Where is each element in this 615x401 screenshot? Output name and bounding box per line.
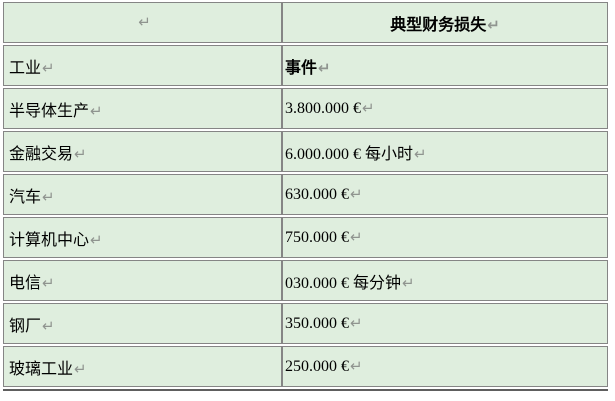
table-row: 金融交易↵ 6.000.000 € 每小时↵ (3, 131, 608, 172)
table-row: 玻璃工业↵ 250.000 €↵ (3, 346, 608, 387)
industry-label: 半导体生产 (9, 102, 90, 120)
header-title-cell: 典型财务损失↵ (282, 2, 608, 43)
return-mark-icon: ↵ (350, 185, 363, 203)
return-mark-icon: ↵ (90, 101, 103, 120)
industry-cell: 钢厂↵ (3, 303, 282, 344)
loss-cell: 750.000 €↵ (282, 217, 608, 258)
return-mark-icon: ↵ (42, 58, 55, 77)
return-mark-icon: ↵ (318, 58, 331, 77)
industry-label: 汽车 (9, 188, 42, 206)
loss-value: 750.000 € (285, 229, 349, 246)
industry-label: 玻璃工业 (9, 360, 74, 378)
industry-cell: 计算机中心↵ (3, 217, 282, 258)
return-mark-icon: ↵ (74, 359, 87, 378)
loss-cell: 3.800.000 €↵ (282, 88, 608, 129)
return-mark-icon: ↵ (402, 273, 415, 292)
loss-value: 630.000 € (285, 186, 349, 203)
return-mark-icon: ↵ (350, 228, 363, 246)
return-mark-icon: ↵ (138, 13, 151, 31)
loss-value: 6.000.000 € 每小时 (285, 145, 414, 163)
loss-cell: 030.000 € 每分钟↵ (282, 260, 608, 301)
loss-value: 3.800.000 € (285, 100, 361, 117)
loss-value: 250.000 € (285, 358, 349, 375)
return-mark-icon: ↵ (90, 230, 103, 249)
industry-cell: 金融交易↵ (3, 131, 282, 172)
return-mark-icon: ↵ (42, 316, 55, 335)
industry-label: 工业 (9, 59, 42, 77)
return-mark-icon: ↵ (487, 15, 500, 34)
table-header-row: ↵ 典型财务损失↵ (3, 2, 608, 43)
return-mark-icon: ↵ (42, 187, 55, 206)
industry-label: 钢厂 (9, 317, 42, 335)
table-row: 电信↵ 030.000 € 每分钟↵ (3, 260, 608, 301)
industry-cell: 电信↵ (3, 260, 282, 301)
industry-cell: 半导体生产↵ (3, 88, 282, 129)
industry-cell: 汽车↵ (3, 174, 282, 215)
loss-value: 030.000 € 每分钟 (285, 274, 402, 292)
table-row: 工业↵ 事件↵ (3, 45, 608, 86)
loss-cell: 6.000.000 € 每小时↵ (282, 131, 608, 172)
return-mark-icon: ↵ (414, 144, 427, 163)
return-mark-icon: ↵ (74, 144, 87, 163)
loss-value: 事件 (285, 59, 318, 77)
loss-cell: 事件↵ (282, 45, 608, 86)
financial-loss-table: ↵ 典型财务损失↵ 工业↵ 事件↵ 半导体生产↵ 3.800.000 €↵ 金融… (3, 0, 608, 391)
return-mark-icon: ↵ (362, 99, 375, 117)
return-mark-icon: ↵ (350, 357, 363, 375)
loss-cell: 350.000 €↵ (282, 303, 608, 344)
table-row: 钢厂↵ 350.000 €↵ (3, 303, 608, 344)
table-row: 计算机中心↵ 750.000 €↵ (3, 217, 608, 258)
industry-label: 金融交易 (9, 145, 74, 163)
table-row: 半导体生产↵ 3.800.000 €↵ (3, 88, 608, 129)
table-row: 汽车↵ 630.000 €↵ (3, 174, 608, 215)
industry-cell: 玻璃工业↵ (3, 346, 282, 387)
loss-cell: 630.000 €↵ (282, 174, 608, 215)
loss-cell: 250.000 €↵ (282, 346, 608, 387)
return-mark-icon: ↵ (42, 273, 55, 292)
header-title: 典型财务损失 (390, 16, 487, 34)
industry-label: 计算机中心 (9, 231, 90, 249)
industry-label: 电信 (9, 274, 42, 292)
loss-value: 350.000 € (285, 315, 349, 332)
header-empty-cell: ↵ (3, 2, 282, 43)
return-mark-icon: ↵ (350, 314, 363, 332)
industry-cell: 工业↵ (3, 45, 282, 86)
